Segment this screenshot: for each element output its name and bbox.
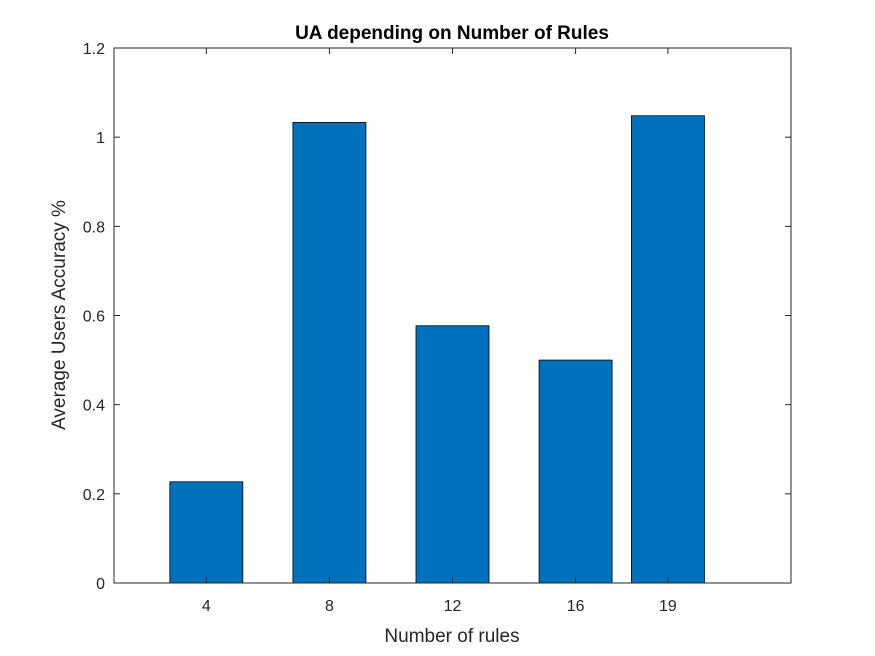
y-tick-label: 0.6	[83, 309, 105, 326]
y-axis-label: Average Users Accuracy %	[49, 200, 70, 430]
y-tick-label: 0.4	[83, 398, 105, 415]
bar-12	[415, 325, 490, 584]
y-tick-label: 0.2	[83, 487, 105, 504]
bar-19	[631, 115, 705, 584]
x-tick-label: 19	[659, 598, 677, 615]
bars-group	[169, 115, 705, 584]
x-tick-label: 16	[567, 598, 585, 615]
y-tick-label: 0	[96, 576, 105, 593]
bar-8	[292, 122, 367, 584]
y-axis: 0 0.2 0.4 0.6 0.8 1 1.2	[83, 41, 791, 593]
x-tick-label: 12	[444, 598, 462, 615]
bar-4	[169, 481, 244, 584]
bar-16	[538, 359, 613, 584]
x-axis-label: Number of rules	[384, 626, 519, 647]
y-tick-label: 0.8	[83, 219, 105, 236]
x-axis: 4 8 12 16 19	[202, 48, 677, 615]
y-tick-label: 1.2	[83, 41, 105, 58]
y-tick-label: 1	[96, 130, 105, 147]
x-tick-label: 8	[325, 598, 334, 615]
x-tick-label: 4	[202, 598, 211, 615]
chart-title: UA depending on Number of Rules	[295, 23, 609, 44]
